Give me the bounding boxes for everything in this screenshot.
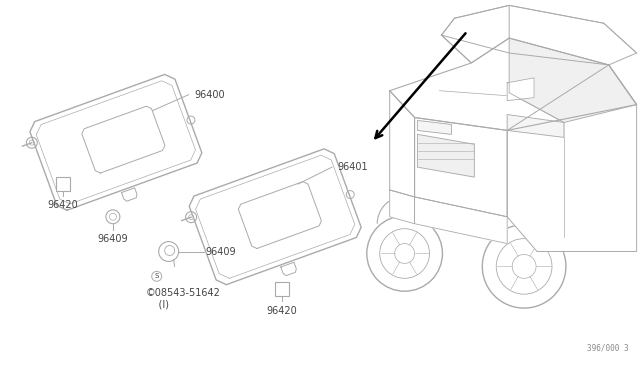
Polygon shape	[417, 121, 451, 134]
Polygon shape	[415, 197, 507, 244]
Text: 96420: 96420	[48, 200, 79, 210]
Polygon shape	[417, 134, 474, 177]
Text: 396/000 3: 396/000 3	[587, 344, 628, 353]
Polygon shape	[415, 118, 507, 217]
Polygon shape	[507, 65, 637, 251]
Polygon shape	[390, 190, 415, 224]
Text: S: S	[154, 273, 159, 279]
Polygon shape	[442, 5, 509, 63]
Polygon shape	[390, 91, 415, 197]
Text: ©08543-51642
    (I): ©08543-51642 (I)	[146, 288, 221, 310]
Polygon shape	[509, 38, 637, 122]
Text: 96420: 96420	[267, 306, 298, 316]
Text: 96409: 96409	[97, 234, 128, 244]
Text: 96409: 96409	[205, 247, 236, 257]
Polygon shape	[507, 78, 534, 101]
Text: 96400: 96400	[195, 90, 225, 100]
Polygon shape	[507, 115, 564, 137]
Text: 96401: 96401	[337, 162, 367, 172]
Polygon shape	[442, 5, 637, 65]
Polygon shape	[390, 38, 637, 131]
